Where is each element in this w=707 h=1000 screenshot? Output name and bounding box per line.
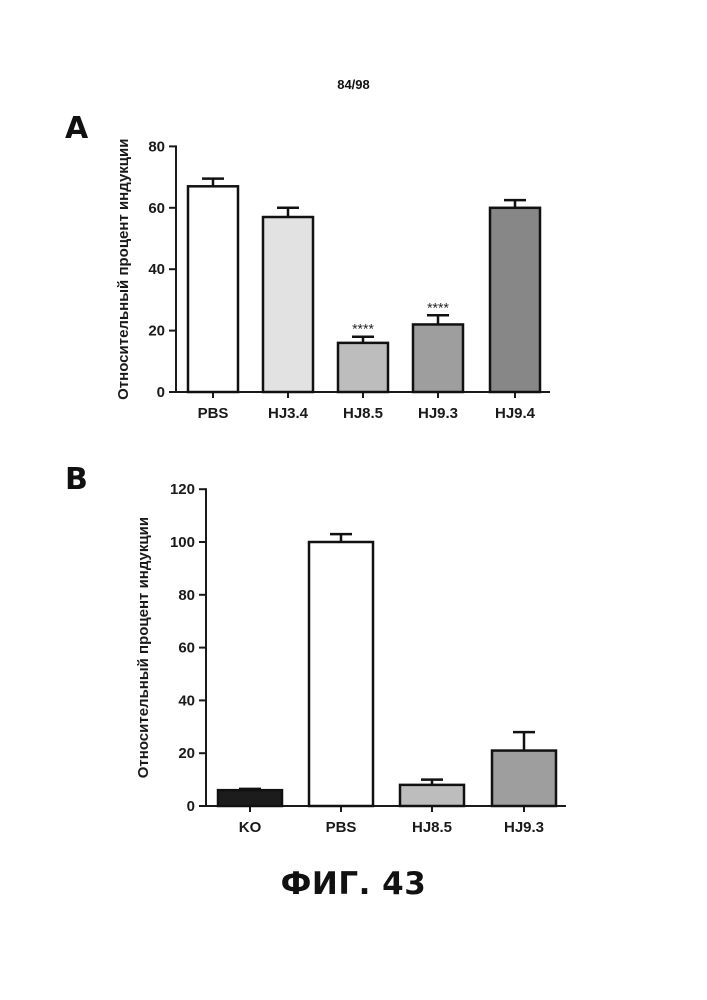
y-tick-label: 80 (178, 587, 195, 604)
y-tick-label: 40 (178, 692, 195, 709)
x-tick-label: KO (239, 819, 262, 836)
bar-ko (218, 790, 282, 806)
x-tick-label: HJ8.5 (412, 819, 452, 836)
y-tick-label: 20 (178, 745, 195, 762)
x-tick-label: HJ9.3 (504, 819, 544, 836)
bar-hj8-5 (400, 785, 464, 806)
bar-pbs (309, 542, 373, 806)
bar-hj9-3 (492, 751, 556, 806)
y-tick-label: 0 (187, 798, 195, 815)
x-tick-label: PBS (326, 819, 357, 836)
y-tick-label: 120 (170, 481, 195, 498)
bar-chart-b: Относительный процент индукции 0 20 40 60 80 1… (0, 0, 707, 860)
y-tick-label: 60 (178, 640, 195, 657)
y-tick-label: 100 (170, 534, 195, 551)
y-axis-label: Относительный процент индукции (135, 517, 152, 778)
figure-title: ФИГ. 43 (0, 866, 707, 902)
